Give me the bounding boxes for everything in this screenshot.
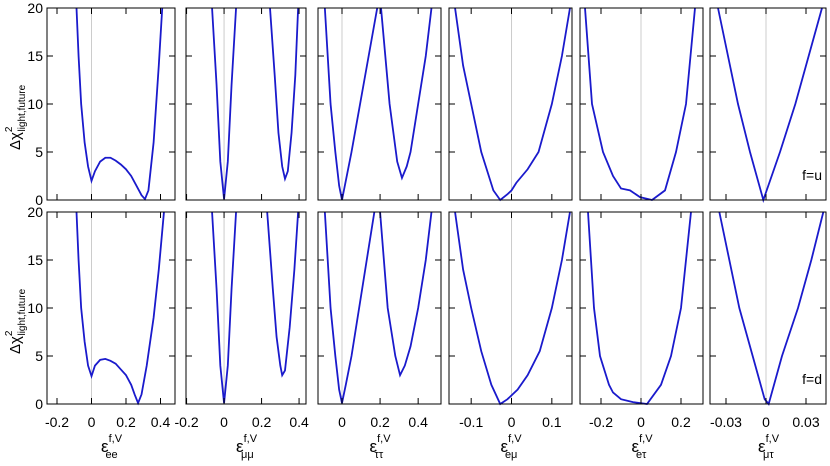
curve	[454, 211, 571, 406]
y-axis-title: Δχ2 light,future	[4, 84, 28, 150]
curve	[584, 7, 696, 201]
y-tick-label: 10	[27, 96, 43, 112]
x-title-sup: f,V	[377, 433, 391, 445]
annotation: f=u	[802, 167, 822, 183]
panel-frame	[185, 211, 307, 405]
y-tick-label: 10	[27, 300, 43, 316]
x-title-sup: f,V	[109, 433, 123, 445]
y-tick-label: 20	[27, 204, 43, 220]
x-tick-label: 0	[88, 414, 96, 430]
y-tick-label: 0	[35, 192, 43, 208]
x-title-sup: f,V	[766, 433, 780, 445]
curve	[323, 211, 433, 404]
y-title-sub: light,future	[17, 84, 28, 131]
x-tick-label: 0.1	[542, 414, 562, 430]
panel-frame	[46, 211, 176, 405]
y-axis-title: Δχ2 light,future	[4, 288, 28, 354]
x-axis-title: εf,V eτ	[632, 433, 654, 461]
y-title-sup: 2	[4, 330, 15, 336]
curve	[587, 211, 692, 405]
x-tick-label: 0.2	[116, 414, 136, 430]
x-tick-label: -0.2	[45, 414, 69, 430]
curve	[323, 7, 433, 201]
x-title-symbol: ε	[632, 437, 640, 456]
y-tick-label: 20	[27, 0, 43, 16]
curve	[75, 7, 164, 201]
x-tick-label: -0.1	[459, 414, 483, 430]
x-axis-title: εf,V μμ	[236, 433, 258, 461]
x-title-sub: μμ	[241, 449, 254, 461]
x-tick-label: -0.03	[710, 414, 742, 430]
y-tick-label: 15	[27, 48, 43, 64]
curve	[454, 7, 571, 202]
curve	[211, 211, 300, 404]
x-title-symbol: ε	[236, 437, 244, 456]
x-tick-label: 0.2	[671, 414, 691, 430]
x-title-symbol: ε	[101, 437, 109, 456]
x-tick-label: 0.4	[289, 414, 309, 430]
x-tick-label: 0.2	[370, 414, 390, 430]
x-title-sup: f,V	[244, 433, 258, 445]
y-tick-label: 15	[27, 252, 43, 268]
x-tick-label: 0.4	[151, 414, 171, 430]
y-tick-label: 0	[35, 396, 43, 412]
x-tick-label: 0	[338, 414, 346, 430]
x-axis-title: εf,V μτ	[758, 433, 780, 461]
y-tick-label: 5	[35, 144, 43, 160]
y-title-sub: light,future	[17, 288, 28, 335]
curve	[211, 7, 300, 200]
x-title-sup: f,V	[508, 433, 522, 445]
panel-frame	[317, 7, 442, 201]
panel-frame	[317, 211, 442, 405]
annotation: f=d	[802, 371, 822, 387]
x-tick-label: 0.03	[792, 414, 819, 430]
x-title-sub: ττ	[375, 449, 384, 461]
x-axis-title: εf,V eμ	[501, 433, 523, 461]
y-title-symbol: Δχ	[7, 336, 24, 354]
x-tick-label: 0	[762, 414, 770, 430]
x-title-sub: ee	[105, 449, 117, 461]
curve	[717, 7, 823, 204]
x-title-symbol: ε	[501, 437, 509, 456]
x-tick-label: 0	[508, 414, 516, 430]
x-axis-title: εf,V ee	[101, 433, 123, 461]
x-axis-title: εf,V ττ	[370, 433, 392, 461]
x-title-sup: f,V	[639, 433, 653, 445]
curve	[75, 211, 165, 406]
y-title-symbol: Δχ	[7, 132, 24, 150]
x-tick-label: 0.4	[408, 414, 428, 430]
x-title-sub: eμ	[505, 449, 517, 461]
x-tick-label: -0.2	[589, 414, 613, 430]
x-title-symbol: ε	[370, 437, 378, 456]
y-title-sup: 2	[4, 126, 15, 132]
x-tick-label: 0	[637, 414, 645, 430]
x-title-sub: eτ	[636, 449, 647, 461]
x-tick-label: 0	[220, 414, 228, 430]
panel-frame	[448, 211, 573, 405]
x-tick-label: 0.2	[252, 414, 272, 430]
x-title-sub: μτ	[763, 449, 774, 461]
x-title-symbol: ε	[758, 437, 766, 456]
y-tick-label: 5	[35, 348, 43, 364]
x-tick-label: -0.2	[175, 414, 199, 430]
panel-frame	[448, 7, 573, 201]
